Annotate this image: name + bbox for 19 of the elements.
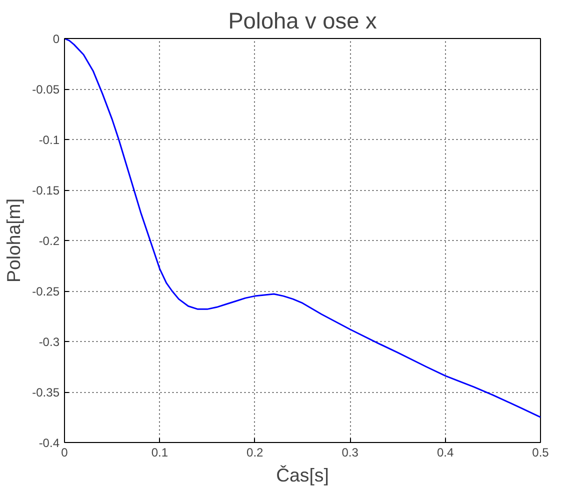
y-tick-label: -0.35: [32, 386, 60, 400]
x-tick-label: 0.2: [246, 446, 264, 460]
y-tick-label: -0.3: [38, 335, 60, 349]
y-axis-title: Poloha[m]: [3, 198, 24, 282]
y-tick-label: -0.05: [32, 82, 60, 96]
y-tick-label: 0: [52, 32, 60, 46]
y-tick-label: -0.25: [32, 284, 60, 298]
x-tick-label: 0.3: [342, 446, 359, 460]
y-tick-label: -0.2: [38, 234, 60, 248]
x-tick-label: 0.5: [532, 446, 550, 460]
chart-title: Poloha v ose x: [228, 8, 378, 34]
y-tick-label: -0.15: [32, 184, 60, 198]
x-tick-label: 0.1: [151, 446, 168, 460]
x-axis-title: Čas[s]: [276, 464, 329, 486]
line-series: [64, 38, 540, 418]
x-tick-label: 0: [61, 446, 68, 460]
y-tick-label: -0.1: [38, 133, 60, 147]
x-tick-label: 0.4: [436, 446, 454, 460]
y-tick-label: -0.4: [38, 436, 60, 450]
